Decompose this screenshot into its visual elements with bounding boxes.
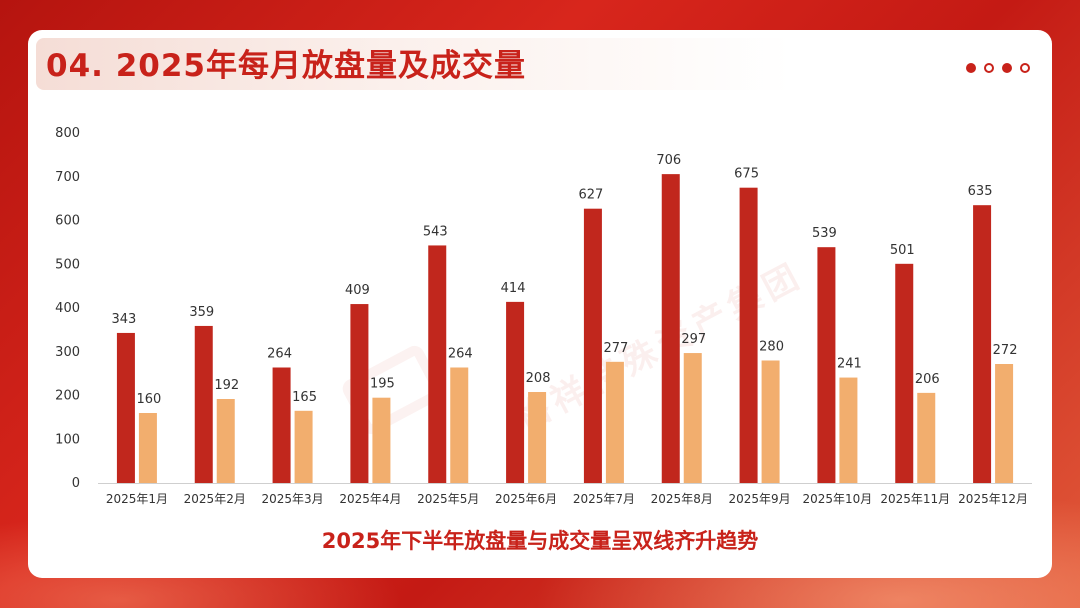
bar-transaction: [839, 377, 858, 483]
bar-listing: [583, 208, 602, 483]
data-label-transaction: 192: [214, 378, 239, 393]
data-label-transaction: 297: [681, 332, 706, 347]
x-tick-label: 2025年3月: [261, 492, 323, 506]
y-tick-label: 0: [72, 476, 80, 491]
data-label-listing: 675: [734, 167, 759, 182]
bar-listing: [661, 174, 680, 483]
x-tick-label: 2025年9月: [728, 492, 790, 506]
bar-listing: [817, 247, 836, 483]
data-label-listing: 414: [501, 281, 526, 296]
data-label-listing: 543: [423, 224, 448, 239]
indicator-dot-hollow: [1020, 63, 1030, 73]
data-label-listing: 409: [345, 283, 370, 298]
y-tick-label: 100: [55, 432, 80, 447]
slide-indicator: [966, 63, 1030, 73]
x-tick-label: 2025年7月: [573, 492, 635, 506]
data-label-listing: 627: [579, 188, 604, 203]
bar-series: 343 160 359 192 264 165 409 195 543 264 414 208 627 2…: [112, 153, 1018, 483]
y-tick-label: 700: [55, 170, 80, 185]
bar-transaction: [138, 413, 157, 483]
title-bar: 04. 2025年每月放盘量及成交量: [36, 38, 1044, 90]
bar-listing: [506, 301, 525, 483]
bar-listing: [739, 187, 758, 483]
y-tick-label: 800: [55, 126, 80, 141]
bar-listing: [350, 304, 369, 483]
data-label-listing: 635: [968, 184, 993, 199]
data-label-listing: 539: [812, 226, 837, 241]
data-label-transaction: 272: [993, 343, 1018, 358]
indicator-dot-hollow: [984, 63, 994, 73]
bar-transaction: [294, 410, 313, 483]
bar-transaction: [372, 397, 391, 483]
x-tick-label: 2025年5月: [417, 492, 479, 506]
y-tick-label: 300: [55, 345, 80, 360]
bar-transaction: [917, 392, 936, 483]
x-tick-label: 2025年6月: [495, 492, 557, 506]
data-label-transaction: 160: [137, 392, 162, 407]
x-tick-label: 2025年10月: [803, 492, 873, 506]
data-label-listing: 501: [890, 243, 915, 258]
x-tick-label: 2025年8月: [651, 492, 713, 506]
data-label-listing: 706: [656, 153, 681, 168]
data-label-transaction: 264: [448, 347, 473, 362]
x-tick-label: 2025年12月: [958, 492, 1028, 506]
bar-transaction: [761, 360, 780, 483]
y-axis: 0 100 200 300 400 500 600 700 800: [55, 126, 80, 491]
x-tick-label: 2025年4月: [339, 492, 401, 506]
bar-transaction: [995, 364, 1014, 483]
y-tick-label: 200: [55, 389, 80, 404]
data-label-transaction: 206: [915, 372, 940, 387]
y-tick-label: 600: [55, 214, 80, 229]
data-label-transaction: 195: [370, 377, 395, 392]
bar-chart: 0 100 200 300 400 500 600 700 800 343 160 359 192 26…: [55, 126, 1032, 506]
bar-transaction: [216, 399, 235, 483]
indicator-dot-filled: [966, 63, 976, 73]
x-tick-label: 2025年2月: [184, 492, 246, 506]
data-label-transaction: 277: [604, 341, 629, 356]
bar-listing: [973, 205, 992, 483]
bar-transaction: [683, 353, 702, 483]
bar-transaction: [605, 361, 624, 483]
bar-listing: [428, 245, 447, 483]
data-label-listing: 343: [112, 312, 137, 327]
data-label-transaction: 241: [837, 357, 862, 372]
content-card: 04. 2025年每月放盘量及成交量 格祥特殊资产集团 0 100 200 300 40…: [28, 30, 1052, 578]
y-tick-label: 500: [55, 257, 80, 272]
x-axis: 2025年1月 2025年2月 2025年3月 2025年4月 2025年5月 2025年…: [98, 483, 1032, 506]
bar-transaction: [450, 367, 469, 483]
x-tick-label: 2025年1月: [106, 492, 168, 506]
page-title: 04. 2025年每月放盘量及成交量: [46, 48, 526, 84]
indicator-dot-filled: [1002, 63, 1012, 73]
y-tick-label: 400: [55, 301, 80, 316]
data-label-transaction: 208: [526, 371, 551, 386]
data-label-listing: 264: [267, 347, 292, 362]
data-label-transaction: 280: [759, 340, 784, 355]
bar-listing: [895, 263, 914, 483]
bar-listing: [194, 325, 213, 483]
data-label-listing: 359: [189, 305, 214, 320]
bar-listing: [272, 367, 291, 483]
chart-subtitle: 2025年下半年放盘量与成交量呈双线齐升趋势: [321, 529, 759, 553]
bar-transaction: [528, 392, 547, 483]
data-label-transaction: 165: [292, 390, 317, 405]
x-tick-label: 2025年11月: [880, 492, 950, 506]
bar-listing: [116, 332, 135, 483]
